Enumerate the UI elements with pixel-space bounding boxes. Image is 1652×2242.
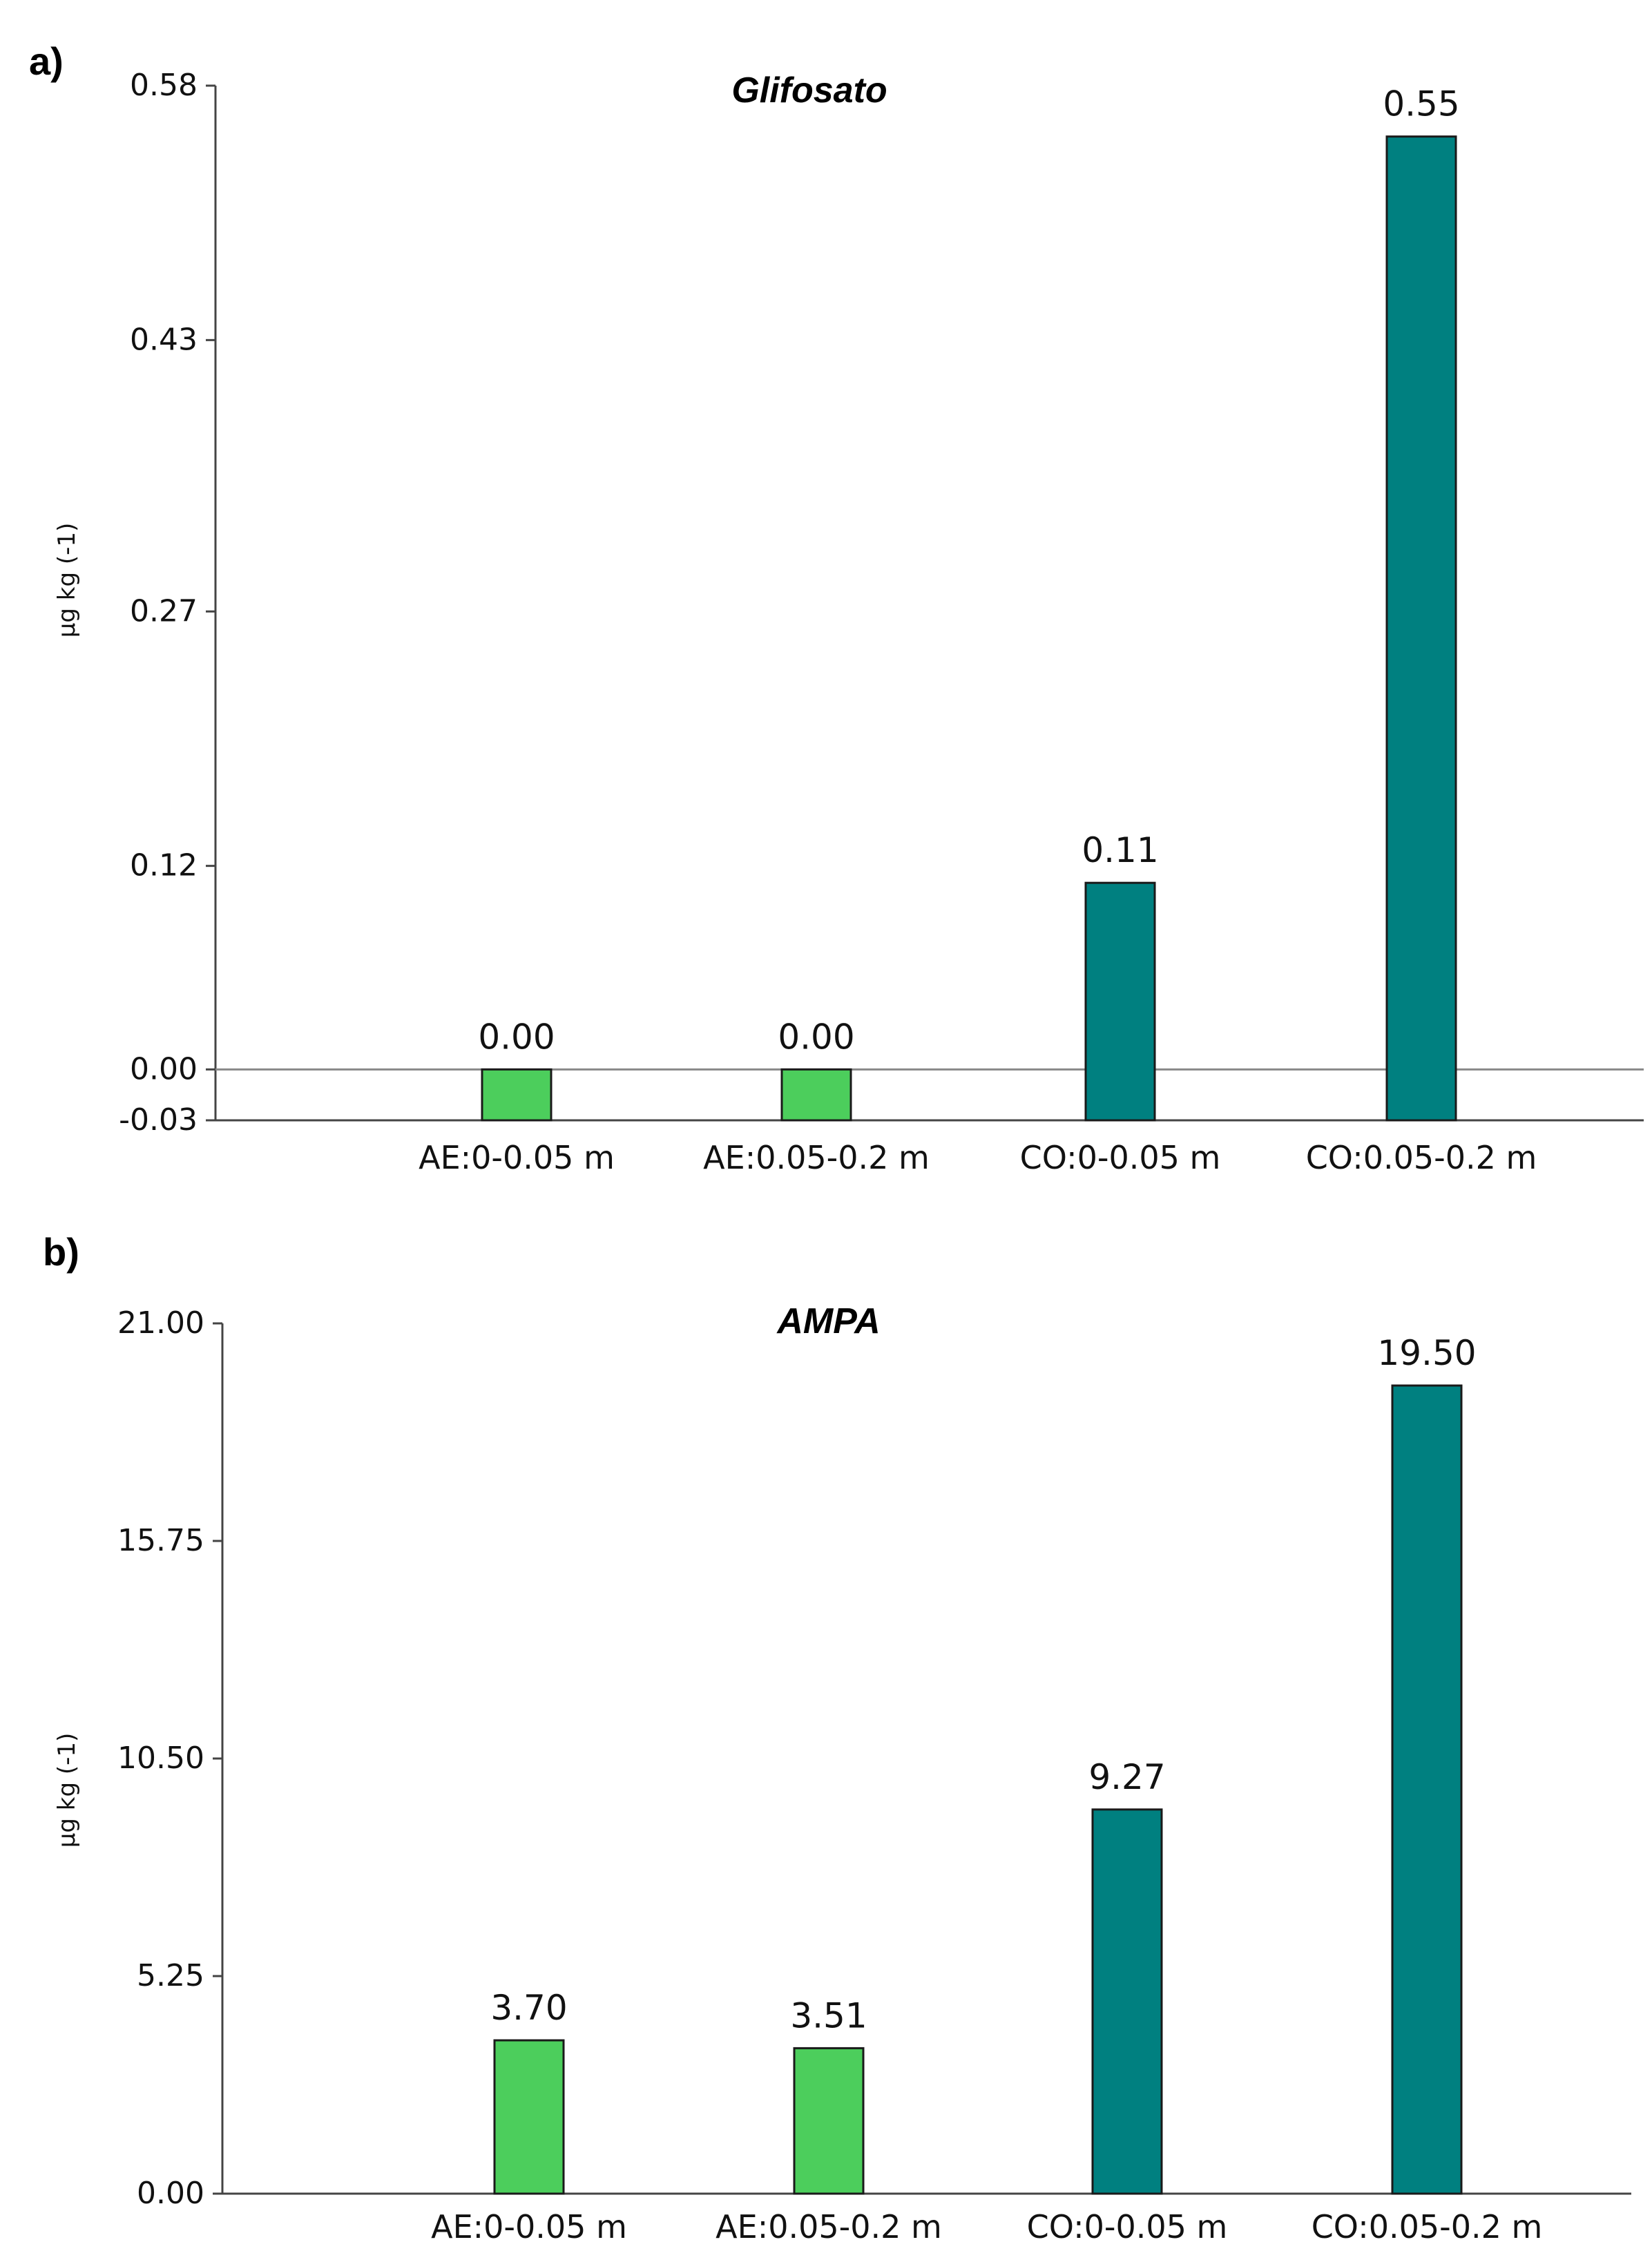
bar-value-label: 0.00 — [478, 1017, 555, 1057]
panel-label: a) — [29, 39, 64, 83]
chart-title: Glifosato — [731, 70, 887, 111]
y-tick-label: 0.12 — [130, 848, 198, 883]
x-category-label: AE:0.05-0.2 m — [715, 2208, 942, 2242]
y-tick-label: 10.50 — [117, 1741, 204, 1776]
x-category-label: AE:0-0.05 m — [419, 1139, 615, 1176]
x-category-label: CO:0-0.05 m — [1020, 1139, 1221, 1176]
bar-value-label: 3.51 — [790, 1995, 867, 2035]
y-tick-label: 0.43 — [130, 322, 198, 357]
bar — [1391, 1384, 1463, 2195]
chart-title: AMPA — [776, 1301, 880, 1341]
bar — [1091, 1808, 1163, 2195]
y-tick-label: 21.00 — [117, 1305, 204, 1341]
y-tick-label: 5.25 — [137, 1958, 204, 1993]
bar — [481, 1068, 553, 1122]
chart-panel-glifosato: a) Glifosato µg kg (-1) -0.03 0.00 0.12 0.27 0.… — [29, 39, 1644, 1176]
x-category-label: CO:0.05-0.2 m — [1306, 1139, 1537, 1176]
panel-label: b) — [43, 1230, 79, 1274]
bar — [780, 1068, 852, 1122]
bar-value-label: 3.70 — [490, 1988, 567, 2028]
y-axis-title: µg kg (-1) — [53, 1733, 81, 1848]
bar-value-label: 0.55 — [1383, 84, 1459, 124]
y-tick-label: 0.00 — [137, 2176, 204, 2211]
bar — [1385, 135, 1457, 1122]
bar — [793, 2047, 865, 2195]
y-tick-label: -0.03 — [119, 1102, 198, 1138]
x-category-label: AE:0-0.05 m — [431, 2208, 627, 2242]
x-category-label: CO:0-0.05 m — [1027, 2208, 1228, 2242]
x-category-label: AE:0.05-0.2 m — [703, 1139, 930, 1176]
bar — [493, 2039, 565, 2195]
y-tick-label: 15.75 — [117, 1523, 204, 1558]
bar-value-label: 0.11 — [1082, 830, 1158, 870]
y-tick-label: 0.00 — [130, 1051, 198, 1086]
bar-value-label: 0.00 — [778, 1017, 854, 1057]
y-tick-label: 0.58 — [130, 68, 198, 103]
y-axis-title: µg kg (-1) — [53, 523, 81, 638]
x-category-label: CO:0.05-0.2 m — [1312, 2208, 1543, 2242]
chart-panel-ampa: b) AMPA µg kg (-1) 0.00 5.25 10.50 15.75 21.00 3… — [43, 1230, 1631, 2242]
y-tick-label: 0.27 — [130, 593, 198, 629]
bar-value-label: 9.27 — [1088, 1757, 1165, 1797]
bar-value-label: 19.50 — [1377, 1333, 1476, 1373]
bar — [1084, 881, 1156, 1122]
